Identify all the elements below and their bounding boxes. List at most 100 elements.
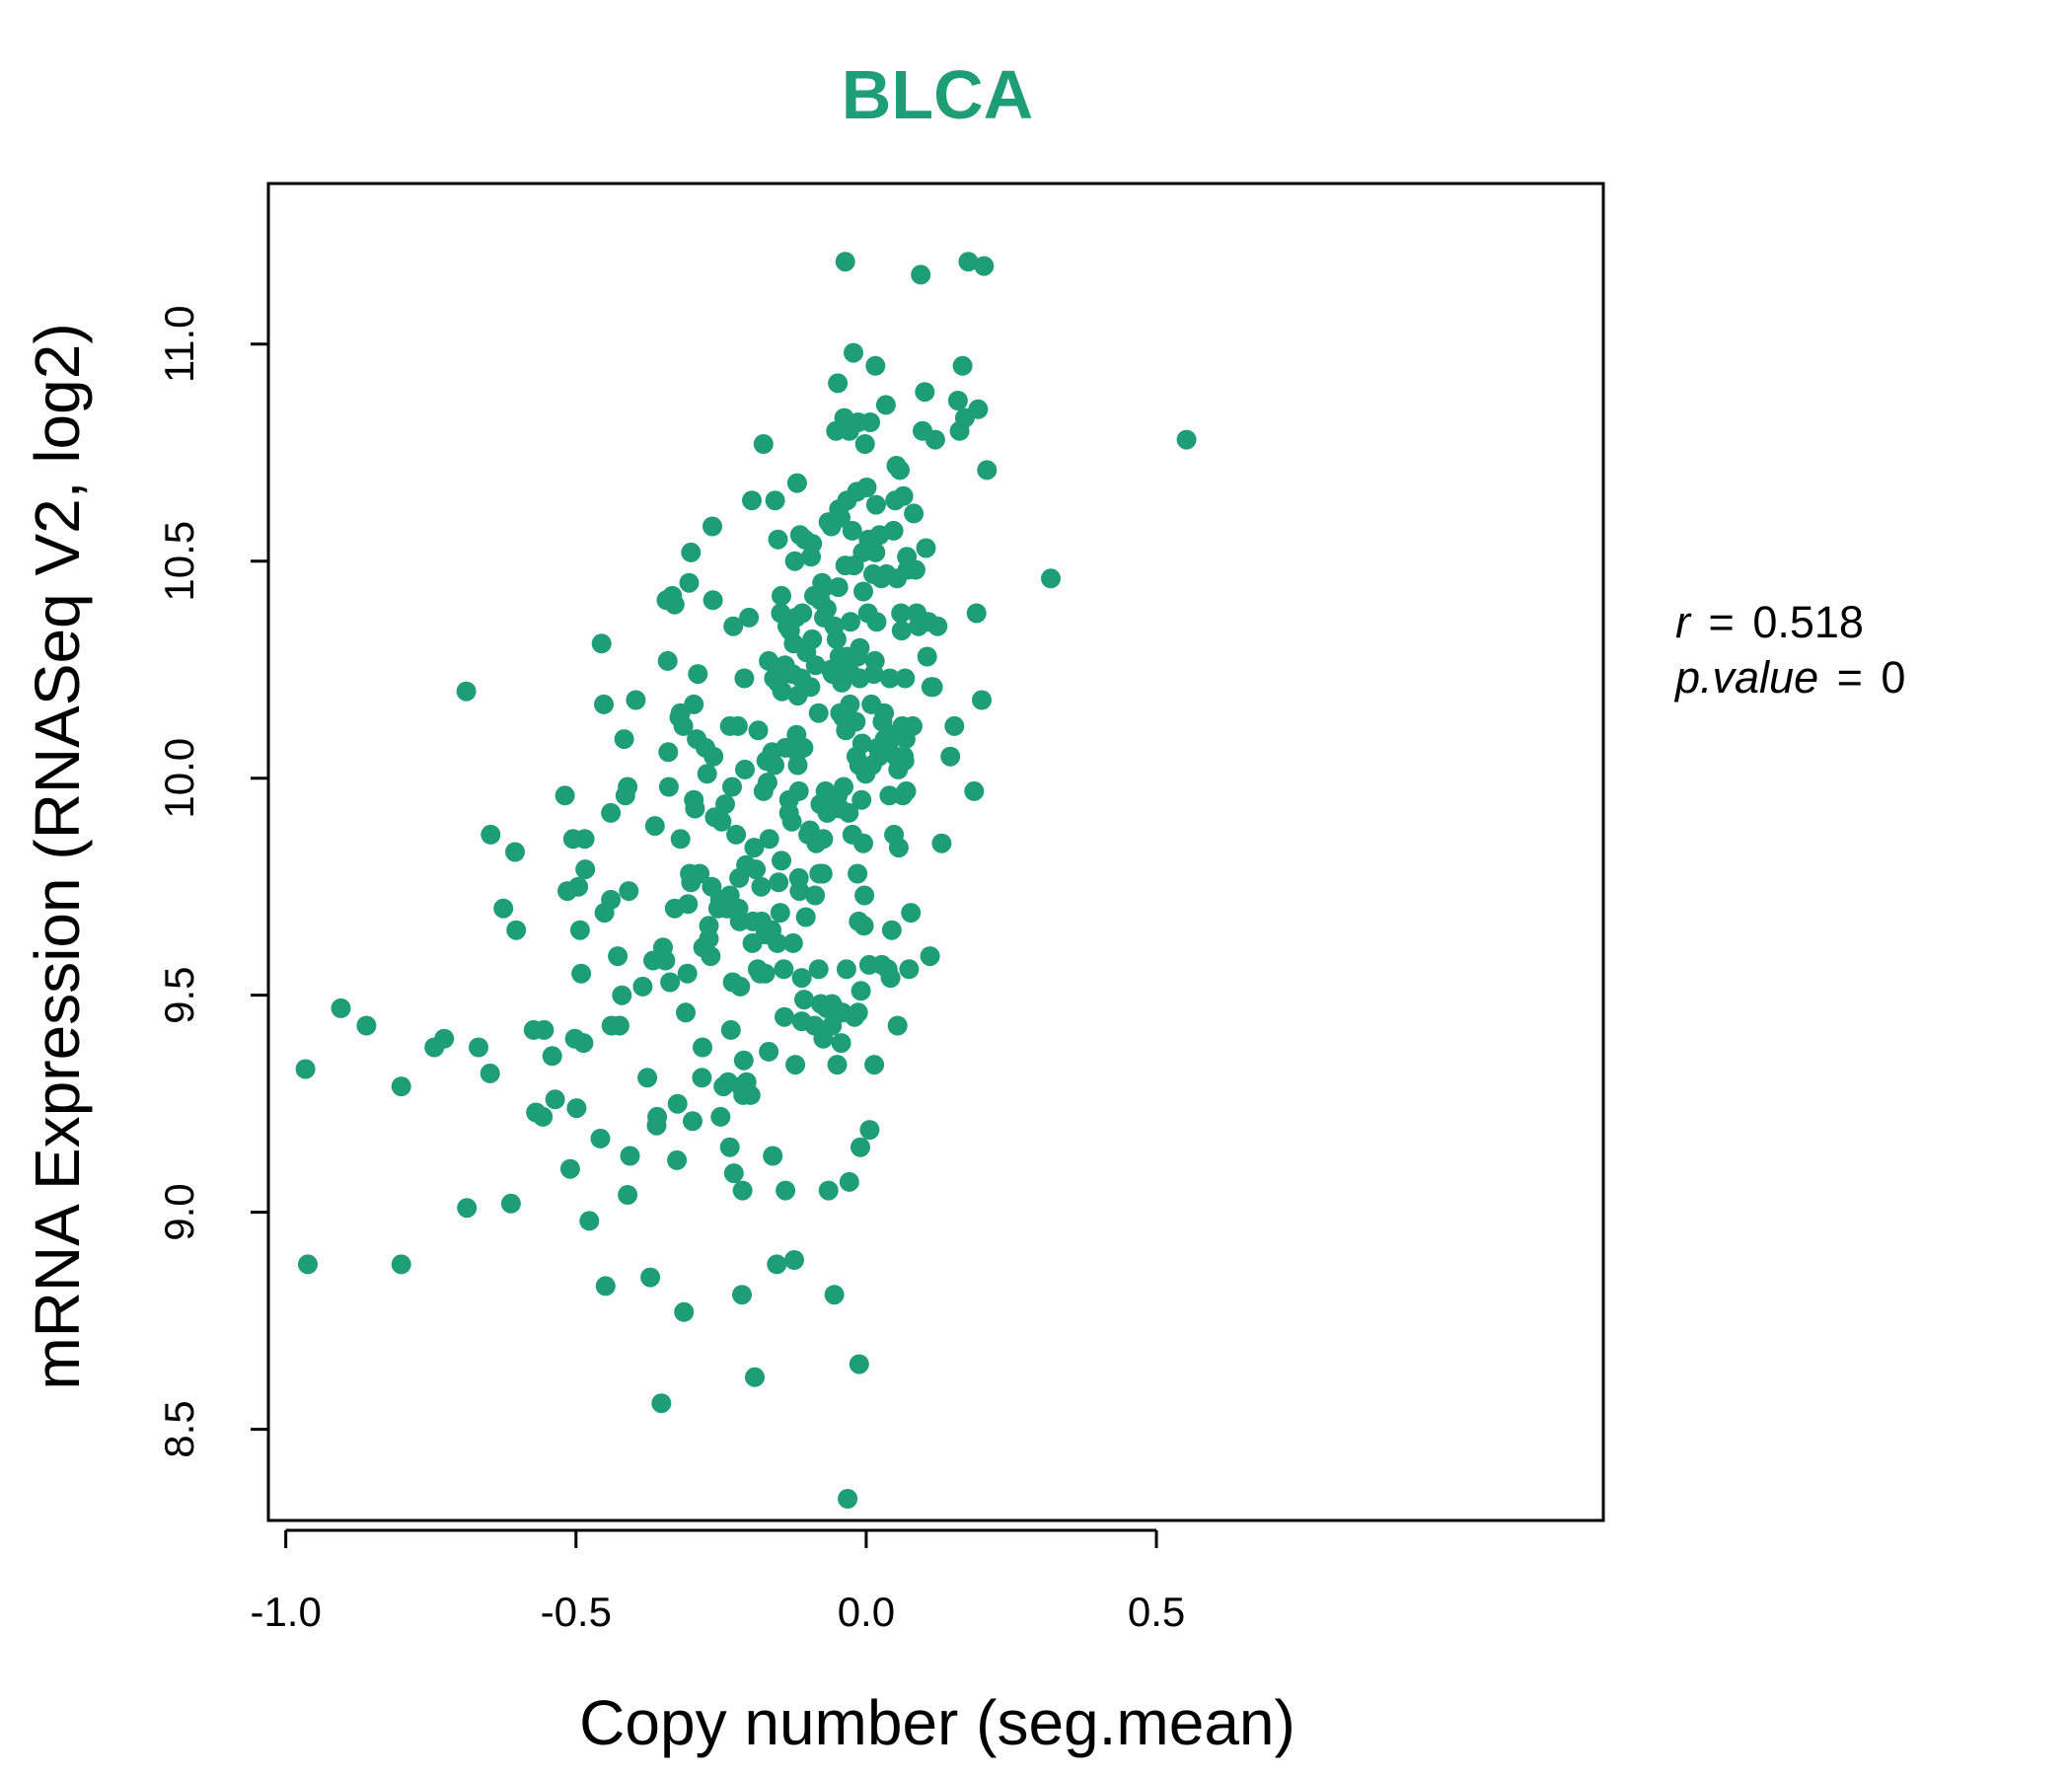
data-point xyxy=(915,382,935,403)
data-point xyxy=(972,690,992,710)
data-point xyxy=(667,1093,688,1114)
data-point xyxy=(295,1059,316,1079)
data-point xyxy=(864,650,885,671)
data-point xyxy=(1041,568,1061,589)
data-point xyxy=(800,677,821,698)
data-point xyxy=(818,1180,839,1201)
r-equals: = xyxy=(1709,597,1735,647)
data-point xyxy=(888,838,909,858)
data-point xyxy=(658,777,679,797)
data-point xyxy=(608,946,629,967)
data-point xyxy=(802,534,823,555)
data-point xyxy=(848,863,868,884)
data-point xyxy=(693,1037,712,1058)
chart-title: BLCA xyxy=(842,56,1033,133)
data-point xyxy=(851,789,872,810)
data-point xyxy=(775,1006,794,1027)
data-point xyxy=(690,863,710,884)
data-point xyxy=(911,264,931,285)
data-point xyxy=(875,395,896,415)
data-point xyxy=(767,1254,787,1275)
data-point xyxy=(784,1250,804,1270)
data-point xyxy=(887,1015,908,1036)
data-point xyxy=(859,1120,880,1141)
data-point xyxy=(533,1106,554,1127)
data-point xyxy=(896,780,917,801)
r-value: 0.518 xyxy=(1752,597,1864,647)
data-point xyxy=(966,603,987,624)
y-axis-title: mRNA Expression (RNASeq V2, log2) xyxy=(22,323,93,1389)
data-point xyxy=(844,342,863,363)
data-point xyxy=(881,920,902,940)
data-point xyxy=(793,737,814,758)
data-point xyxy=(944,715,965,736)
data-point xyxy=(753,434,774,454)
data-point xyxy=(612,985,632,1005)
data-point xyxy=(854,434,875,454)
data-point xyxy=(831,507,851,528)
data-point xyxy=(866,612,887,632)
data-point xyxy=(759,829,779,850)
data-point xyxy=(947,391,968,410)
data-point xyxy=(772,681,792,702)
data-point xyxy=(481,824,501,845)
data-point xyxy=(824,1285,845,1305)
y-tick-label: 8.5 xyxy=(156,1400,202,1457)
data-point xyxy=(469,1037,488,1058)
data-point xyxy=(788,780,809,801)
data-point xyxy=(711,811,732,832)
data-point xyxy=(903,715,923,736)
data-point xyxy=(772,851,791,871)
data-point xyxy=(770,903,790,924)
data-point xyxy=(883,520,904,541)
data-point xyxy=(765,755,784,776)
data-point xyxy=(692,1068,712,1088)
data-point xyxy=(701,946,721,967)
data-point xyxy=(644,816,665,837)
data-point xyxy=(505,842,525,862)
data-point xyxy=(827,1055,848,1075)
data-point xyxy=(732,1180,753,1201)
data-point xyxy=(601,889,622,910)
data-point xyxy=(891,621,912,641)
data-point xyxy=(739,607,760,628)
data-point xyxy=(781,811,802,832)
data-point xyxy=(977,460,998,481)
data-point xyxy=(958,252,979,272)
data-point xyxy=(664,594,685,615)
r-stat: r = 0.518 xyxy=(1675,597,1864,647)
data-point xyxy=(805,655,826,676)
data-point xyxy=(899,959,920,980)
data-point xyxy=(813,829,834,850)
data-points xyxy=(295,252,1197,1509)
y-tick-label: 11.0 xyxy=(156,305,202,383)
data-point xyxy=(834,777,853,797)
data-point xyxy=(571,963,592,984)
data-point xyxy=(723,616,744,636)
data-point xyxy=(640,1267,661,1288)
data-point xyxy=(298,1254,318,1275)
data-point xyxy=(904,503,925,524)
data-point xyxy=(719,1137,740,1157)
data-point xyxy=(925,429,945,450)
data-point xyxy=(456,681,477,702)
data-point xyxy=(828,577,849,598)
p-equals: = xyxy=(1837,652,1863,703)
data-point xyxy=(923,677,943,698)
data-point xyxy=(677,963,698,984)
data-point xyxy=(730,976,751,997)
data-point xyxy=(595,1276,616,1296)
data-point xyxy=(745,1367,765,1387)
data-point xyxy=(865,355,886,376)
data-point xyxy=(853,833,873,853)
data-point xyxy=(748,720,769,741)
data-point xyxy=(814,577,835,598)
data-point xyxy=(880,968,901,989)
data-point xyxy=(848,1002,868,1023)
data-point xyxy=(594,694,614,714)
data-point xyxy=(784,551,805,571)
data-point xyxy=(916,538,936,558)
data-point xyxy=(895,668,916,689)
data-point xyxy=(618,777,638,797)
